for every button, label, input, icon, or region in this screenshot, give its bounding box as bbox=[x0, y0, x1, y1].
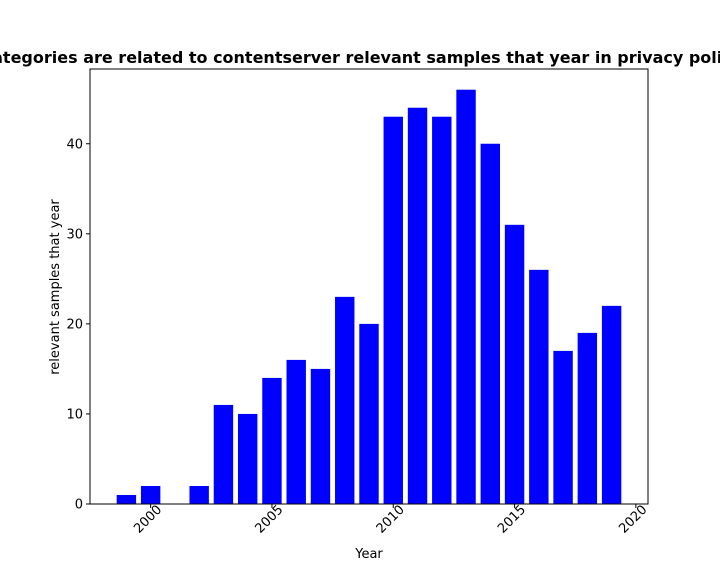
y-tick-label: 40 bbox=[66, 137, 83, 152]
x-tick-label: 2005 bbox=[252, 503, 286, 537]
x-tick-label: 2000 bbox=[131, 503, 165, 537]
bar bbox=[383, 116, 403, 504]
bar bbox=[189, 485, 209, 504]
x-tick-label: 2020 bbox=[616, 503, 650, 537]
bar bbox=[456, 89, 476, 505]
bar bbox=[529, 269, 549, 504]
bar bbox=[335, 296, 355, 504]
bar bbox=[237, 413, 258, 504]
y-axis-ticks: 0 10 20 30 40 bbox=[66, 137, 90, 513]
bar bbox=[504, 224, 525, 504]
y-tick-label: 10 bbox=[66, 407, 83, 422]
plot-frame bbox=[89, 68, 649, 505]
x-axis-label: Year bbox=[354, 547, 383, 562]
bar bbox=[286, 359, 306, 504]
x-tick-label: 2015 bbox=[495, 503, 529, 537]
y-axis-label: relevant samples that year bbox=[48, 199, 63, 375]
bar bbox=[213, 404, 234, 504]
x-tick-label: 2010 bbox=[374, 503, 408, 537]
bar bbox=[432, 116, 452, 504]
bar bbox=[262, 377, 282, 504]
bar bbox=[601, 305, 622, 504]
bar bbox=[577, 332, 598, 504]
x-axis-ticks: 2000 2005 2010 2015 2020 bbox=[131, 503, 650, 537]
bar bbox=[140, 485, 161, 504]
y-tick-label: 30 bbox=[66, 227, 83, 242]
y-tick-label: 0 bbox=[75, 498, 83, 513]
bars-group bbox=[116, 89, 622, 505]
bar bbox=[116, 494, 137, 504]
bar bbox=[359, 323, 379, 504]
y-tick-label: 20 bbox=[66, 317, 83, 332]
chart-title: Categories are related to contentserver … bbox=[0, 48, 720, 67]
bar bbox=[407, 107, 428, 504]
bar bbox=[553, 350, 573, 504]
bar bbox=[480, 143, 501, 504]
bar bbox=[310, 368, 331, 504]
